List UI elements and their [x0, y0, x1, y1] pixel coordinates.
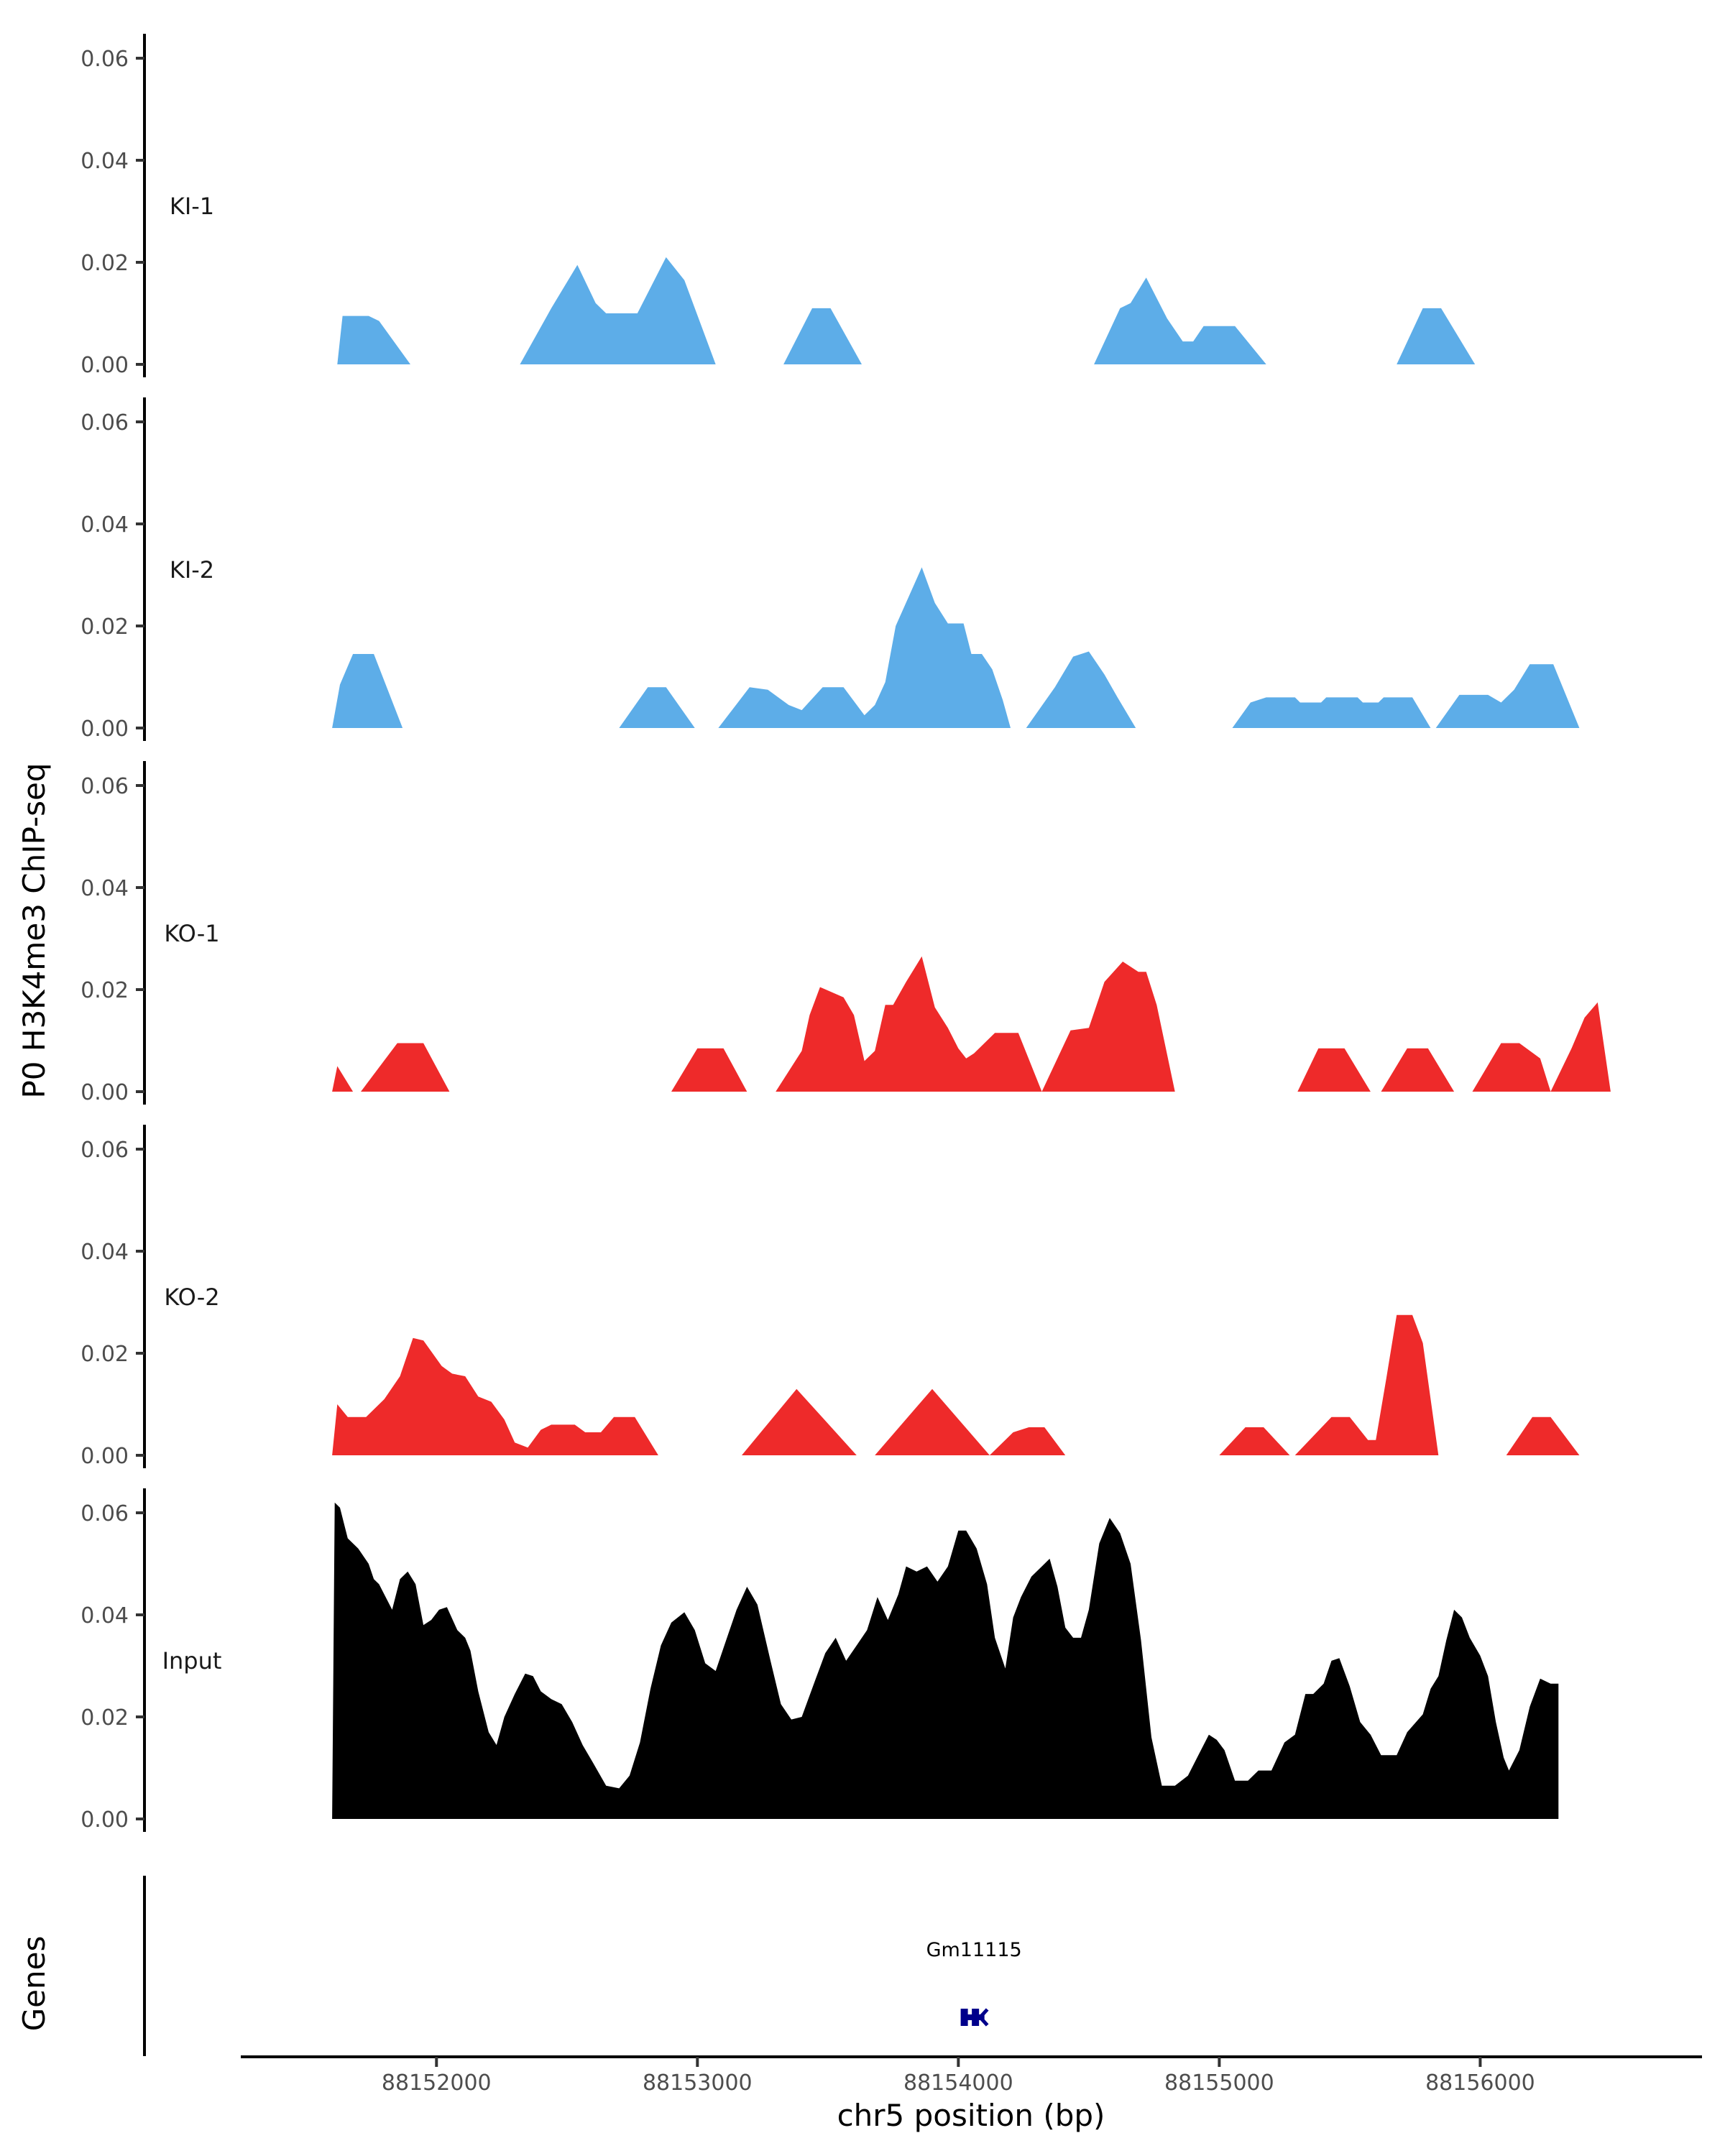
signal-area: [875, 1388, 990, 1455]
y-tick-label: 0.04: [80, 149, 129, 174]
x-tick-label: 88155000: [1164, 2070, 1274, 2096]
gene-exon: [960, 2009, 968, 2026]
gene-label: Gm11115: [926, 1939, 1022, 1961]
signal-area: [520, 257, 716, 364]
y-tick-label: 0.06: [80, 47, 129, 72]
x-axis: 88152000 88153000 88154000 88155000 88156000…: [241, 2055, 1702, 2133]
x-tick-label: 88153000: [643, 2070, 753, 2096]
y-tick-label: 0.00: [80, 353, 129, 378]
signal-area: [361, 1043, 450, 1092]
signal-area: [776, 956, 1042, 1092]
y-tick-label: 0.02: [80, 1342, 129, 1367]
signal-area: [1232, 697, 1431, 728]
track-ki-1: 0.00 0.02 0.04 0.06 KI-1: [80, 34, 1476, 378]
y-tick-label: 0.02: [80, 978, 129, 1003]
signal-area: [1294, 1314, 1439, 1455]
x-axis-title: chr5 position (bp): [837, 2098, 1105, 2133]
signal-area: [1397, 308, 1476, 364]
signal-area: [1550, 1002, 1611, 1092]
signal-area: [332, 1066, 354, 1092]
signal-area: [1094, 277, 1266, 364]
y-tick-label: 0.00: [80, 1080, 129, 1105]
track-ko-2: 0.00 0.02 0.04 0.06 KO-2: [80, 1125, 1580, 1469]
signal-area: [337, 315, 410, 364]
y-axis-title: P0 H3K4me3 ChIP-seq: [17, 763, 52, 1098]
x-ticks: 88152000 88153000 88154000 88155000 88156000: [382, 2057, 1535, 2096]
strand-arrow-icon: [978, 2008, 989, 2027]
signal-area: [619, 687, 695, 728]
y-tick-label: 0.06: [80, 1501, 129, 1526]
track-label: KI-1: [170, 193, 214, 220]
signal-area: [718, 567, 1011, 728]
signal-area: [1472, 1043, 1551, 1092]
y-tick-label: 0.00: [80, 717, 129, 742]
y-tick-label: 0.06: [80, 774, 129, 799]
signal-area: [1435, 664, 1580, 728]
genes-track: Genes Gm11115: [17, 1876, 1022, 2056]
signal-area: [671, 1048, 748, 1092]
track-label: KO-2: [164, 1284, 219, 1311]
signal-area: [989, 1427, 1066, 1455]
signal-area: [1381, 1048, 1455, 1092]
signal-area: [1026, 651, 1136, 728]
signal-area: [1041, 962, 1175, 1092]
y-tick-label: 0.04: [80, 512, 129, 538]
gene-gm11115: Gm11115: [926, 1939, 1022, 2027]
signal-area: [1219, 1427, 1290, 1455]
track-label: KO-1: [164, 920, 219, 947]
track-input: 0.00 0.02 0.04 0.06 Input: [80, 1488, 1559, 1833]
signal-area: [332, 1337, 658, 1455]
signal-area: [1506, 1416, 1580, 1455]
x-tick-label: 88154000: [903, 2070, 1013, 2096]
signal-area: [332, 654, 403, 728]
track-ko-1: 0.00 0.02 0.04 0.06 KO-1: [80, 761, 1611, 1105]
signal-area: [1297, 1048, 1371, 1092]
y-tick-label: 0.02: [80, 251, 129, 276]
y-tick-label: 0.04: [80, 1240, 129, 1265]
signal-area: [742, 1388, 857, 1455]
signal-area: [332, 1502, 1559, 1819]
track-label: Input: [162, 1647, 222, 1674]
tracks-layer: 0.00 0.02 0.04 0.06 KI-1 0.00 0.02 0.04 0.06 KI-2…: [80, 34, 1611, 1833]
track-ki-2: 0.00 0.02 0.04 0.06 KI-2: [80, 397, 1580, 742]
x-tick-label: 88152000: [382, 2070, 492, 2096]
y-tick-label: 0.00: [80, 1444, 129, 1469]
x-tick-label: 88156000: [1425, 2070, 1535, 2096]
signal-area: [783, 308, 862, 364]
y-tick-label: 0.06: [80, 410, 129, 436]
y-tick-label: 0.06: [80, 1138, 129, 1163]
track-label: KI-2: [170, 556, 214, 584]
genes-layer: Gm11115: [926, 1939, 1022, 2027]
genes-track-label: Genes: [17, 1936, 52, 2032]
y-tick-label: 0.04: [80, 1603, 129, 1628]
gene-exon: [972, 2009, 980, 2026]
y-tick-label: 0.02: [80, 614, 129, 640]
y-tick-label: 0.04: [80, 876, 129, 901]
y-tick-label: 0.00: [80, 1807, 129, 1833]
y-tick-label: 0.02: [80, 1705, 129, 1731]
